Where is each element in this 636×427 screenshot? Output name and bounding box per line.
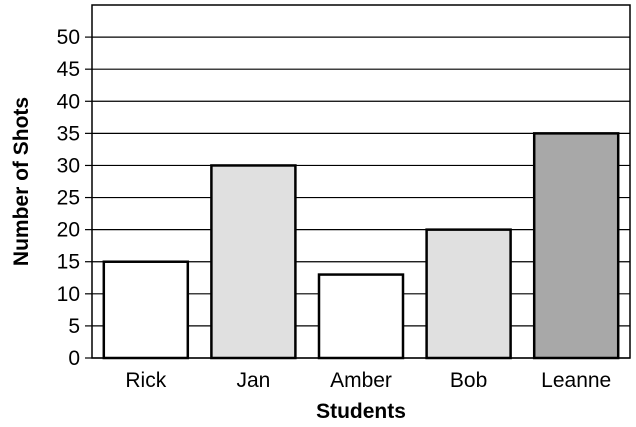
bar-leanne [532, 132, 620, 360]
bar-jan [210, 164, 297, 360]
x-category-labels: Rick Jan Amber Bob Leanne [125, 369, 611, 392]
y-tick-label: 25 [57, 187, 80, 210]
bar-amber [317, 273, 405, 360]
x-category-label: Amber [330, 369, 392, 392]
y-tick-label: 0 [68, 347, 80, 370]
x-axis-title: Students [316, 400, 406, 423]
x-category-label: Jan [236, 369, 270, 392]
y-tick-labels: 0 5 10 15 20 25 30 35 40 45 50 [57, 26, 92, 370]
y-axis-title: Number of Shots [10, 97, 33, 266]
y-tick-label: 5 [68, 315, 80, 338]
y-tick-label: 50 [57, 26, 80, 49]
bar-rick [102, 260, 190, 360]
x-category-label: Rick [125, 369, 166, 392]
x-category-label: Leanne [541, 369, 611, 392]
y-tick-label: 15 [57, 251, 80, 274]
bar-bob [425, 228, 512, 360]
y-tick-label: 30 [57, 154, 80, 177]
y-tick-label: 20 [57, 219, 80, 242]
x-category-label: Bob [450, 369, 487, 392]
y-tick-label: 35 [57, 122, 80, 145]
plot-frame [91, 4, 631, 359]
y-tick-label: 10 [57, 283, 80, 306]
bars [102, 132, 620, 360]
y-tick-label: 45 [57, 58, 80, 81]
y-tick-label: 40 [57, 90, 80, 113]
